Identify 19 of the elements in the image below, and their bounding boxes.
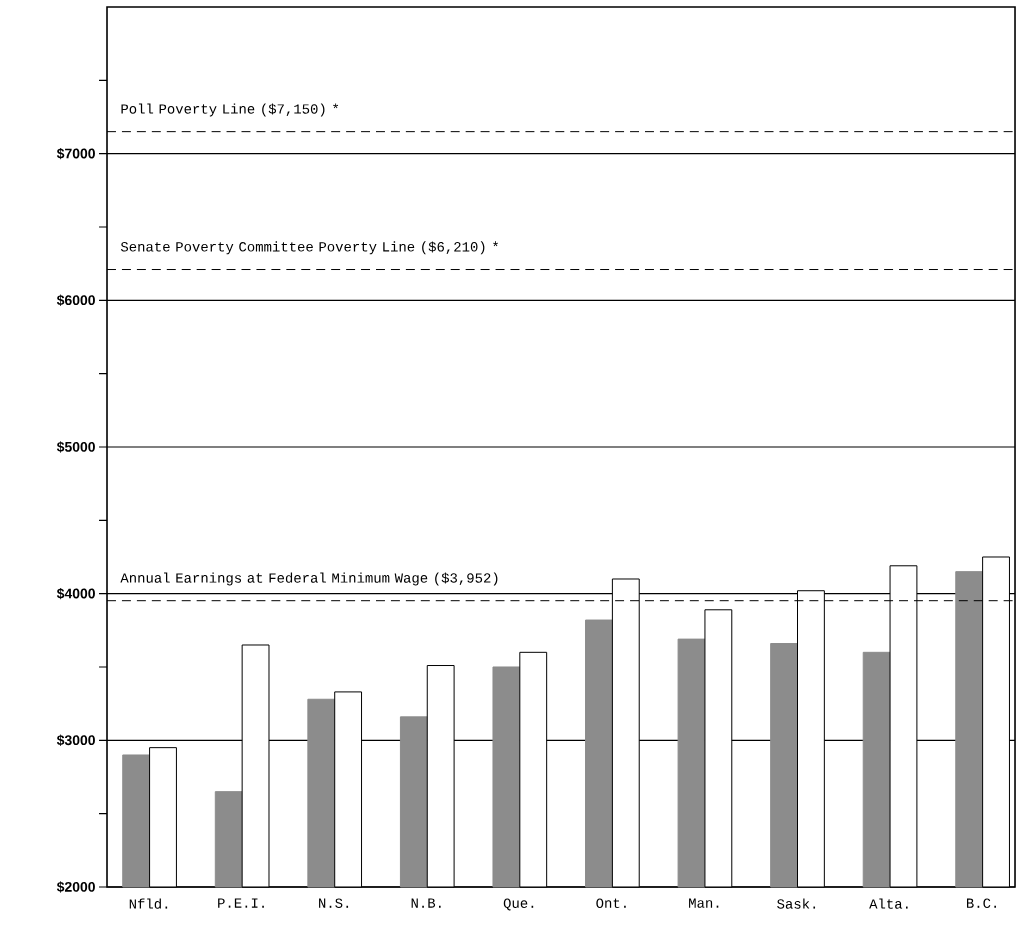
x-tick-label: Ont. <box>596 898 626 908</box>
x-tick-label: N.S. <box>319 898 349 908</box>
x-tick-label: N.B. <box>411 898 441 908</box>
y-tick-label: $3000 <box>56 734 95 747</box>
x-tick-label: Nfld. <box>129 898 168 909</box>
y-tick-label: $5000 <box>56 441 95 453</box>
x-tick-label: Sask. <box>777 898 816 909</box>
y-tick-label: $4000 <box>56 587 95 600</box>
x-tick-label: P.E.I. <box>218 898 264 908</box>
y-tick-label: $7000 <box>56 147 95 160</box>
x-tick-label: Man. <box>689 898 719 908</box>
x-tick-label: Que. <box>503 898 534 911</box>
y-tick-label: $2000 <box>56 881 95 893</box>
x-tick-label: B.C. <box>966 898 996 908</box>
x-tick-label: Alta. <box>869 898 908 909</box>
ref-line-label: Senate Poverty Committee Poverty Line ($6,210) * <box>120 241 499 255</box>
ref-line-label: Poll Poverty Line ($7,150) * <box>121 103 339 117</box>
ref-line-label: Annual Earnings at Federal Minimum Wage ($3,952) <box>120 572 498 586</box>
y-tick-label: $6000 <box>56 294 95 307</box>
